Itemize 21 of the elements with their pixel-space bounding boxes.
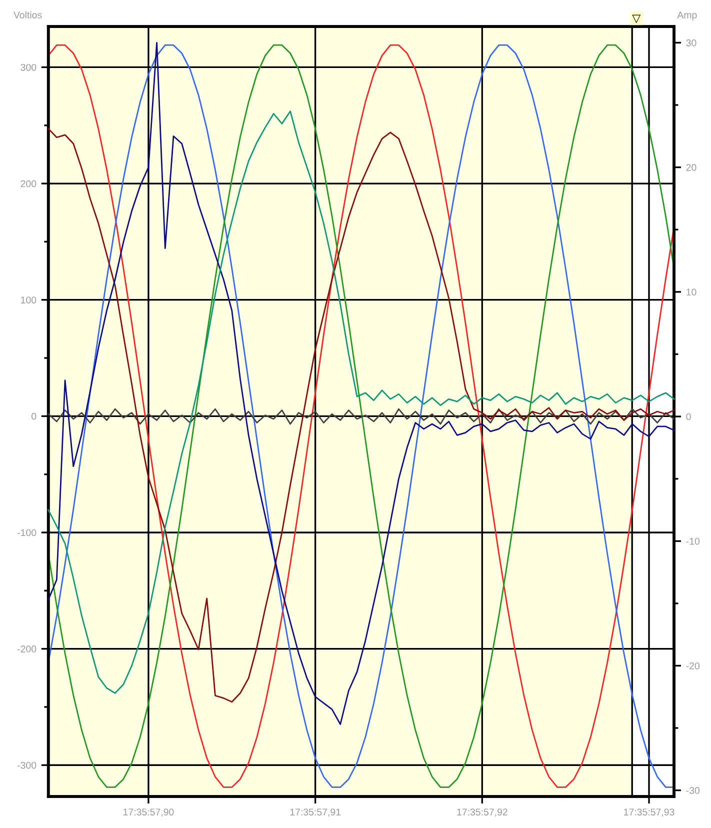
y2-tick-label: 10: [686, 288, 696, 296]
y2-tick-label: -10: [686, 538, 700, 545]
y-tick-label: 100: [21, 296, 36, 304]
text: ▽: [632, 14, 641, 24]
y-tick-label: -100: [18, 529, 36, 536]
y2-tick-label: -20: [686, 662, 700, 670]
x-tick-label: 17:35:57,90: [124, 808, 174, 817]
y2-tick-label: 30: [686, 39, 696, 46]
y-tick-label: -300: [18, 762, 36, 769]
x-tick-label: 17:35:57,93: [624, 808, 674, 817]
y2-tick-label: -30: [686, 787, 700, 794]
y-tick-label: 0: [32, 412, 36, 420]
x-tick-label: 17:35:57,92: [457, 808, 508, 817]
y-tick-label: 200: [20, 180, 36, 188]
y-tick-label: 300: [20, 64, 36, 71]
y2-tick-label: 0: [686, 413, 691, 420]
x-tick-label: 17:35:57,91: [290, 808, 341, 817]
y2-tick-label: 20: [686, 164, 696, 171]
y-tick-label: -200: [18, 646, 36, 652]
y2-axis-title: Amp: [677, 12, 697, 20]
y-axis-title: Voltios: [13, 11, 42, 18]
